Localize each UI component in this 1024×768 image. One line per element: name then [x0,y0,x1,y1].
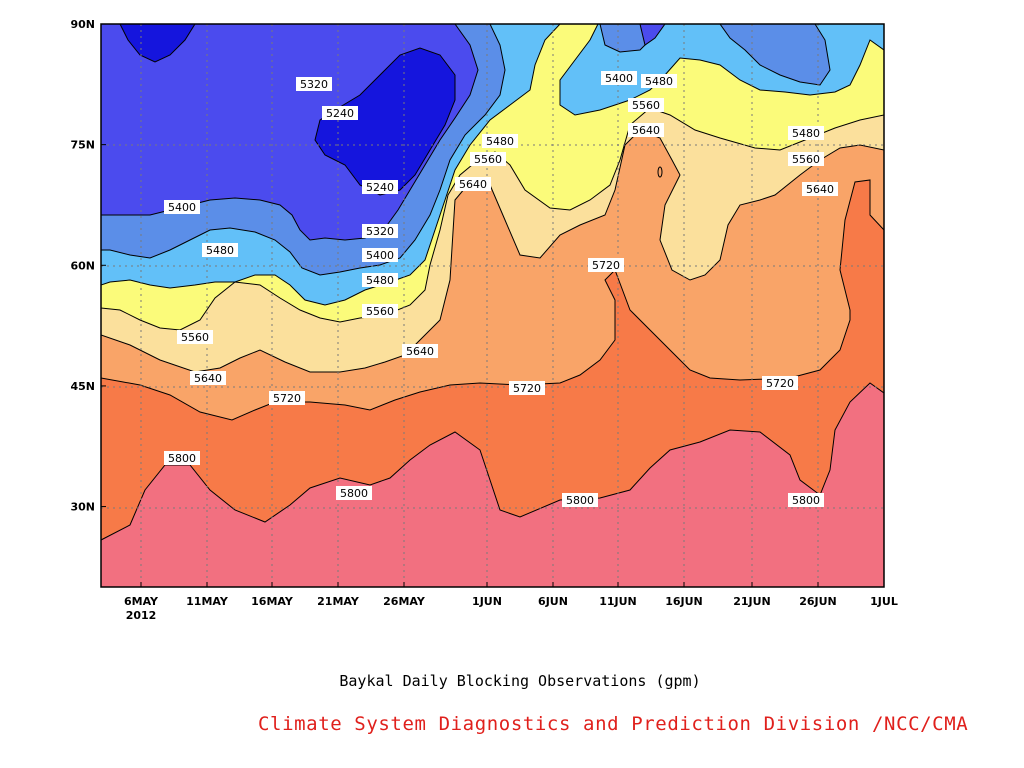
contour-label-text: 5640 [806,183,834,196]
contour-label: 5480 [788,126,824,140]
y-tick-label: 30N [70,501,95,514]
contour-label-text: 5400 [168,201,196,214]
contour-label-text: 5560 [632,99,660,112]
x-tick-label: 21JUN [733,595,771,608]
credit-line: Climate System Diagnostics and Predictio… [258,713,969,735]
y-tick-label: 45N [70,380,95,393]
contour-label: 5240 [362,180,398,194]
contour-label: 5560 [362,304,398,318]
contour-label-text: 5640 [194,372,222,385]
contour-label-text: 5400 [366,249,394,262]
contour-label: 5400 [164,200,200,214]
contour-label: 5480 [202,243,238,257]
contour-label-text: 5640 [632,124,660,137]
x-tick-label: 11MAY [186,595,229,608]
contour-label: 5640 [455,177,491,191]
contour-label: 5640 [628,123,664,137]
contour-label-text: 5400 [605,72,633,85]
contour-label: 5400 [601,71,637,85]
contour-label-text: 5800 [340,487,368,500]
contour-label: 5320 [362,224,398,238]
y-tick-label: 90N [70,18,95,31]
contour-label: 5400 [362,248,398,262]
contour-label: 5240 [322,106,358,120]
contour-label-text: 5560 [792,153,820,166]
x-axis-labels: 6MAY 11MAY 16MAY 21MAY 26MAY 1JUN 6JUN 11JUN 16J… [124,595,898,608]
x-tick-label: 16MAY [251,595,294,608]
y-tick-label: 75N [70,139,95,152]
contour-label-text: 5480 [486,135,514,148]
contour-label-text: 5480 [645,75,673,88]
contour-label: 5720 [762,376,798,390]
contour-label-text: 5640 [459,178,487,191]
x-tick-label: 11JUN [599,595,637,608]
contour-label: 5560 [177,330,213,344]
x-tick-label: 26JUN [799,595,837,608]
contour-label: 5720 [509,381,545,395]
x-tick-label: 26MAY [383,595,426,608]
contour-label-text: 5800 [168,452,196,465]
contour-label-text: 5240 [366,181,394,194]
x-tick-label: 1JUN [472,595,502,608]
contour-label-text: 5480 [792,127,820,140]
contour-label-text: 5480 [366,274,394,287]
y-tick-label: 60N [70,259,95,272]
contour-label: 5560 [788,152,824,166]
contour-label: 5560 [470,152,506,166]
plot-frame [100,23,885,588]
contour-label-text: 5480 [206,244,234,257]
contour-label: 5480 [482,134,518,148]
contour-label-text: 5640 [406,345,434,358]
contour-label: 5800 [562,493,598,507]
year-label: 2012 [126,609,157,622]
contour-label: 5320 [296,77,332,91]
contour-label-text: 5560 [181,331,209,344]
contour-label-text: 5800 [792,494,820,507]
contour-label-text: 5320 [300,78,328,91]
x-tick-label: 16JUN [665,595,703,608]
contour-label-text: 5720 [513,382,541,395]
contour-labels: 5320 5240 5240 5320 5400 5480 5560 5640 5400 5480… [164,71,838,507]
contour-label: 5640 [802,182,838,196]
axis-ticks [101,23,885,587]
contour-label-text: 5320 [366,225,394,238]
contour-label-text: 5560 [474,153,502,166]
chart-caption: Baykal Daily Blocking Observations (gpm) [339,672,701,690]
x-tick-label: 6MAY [124,595,159,608]
contour-label: 5480 [362,273,398,287]
contour-label: 5480 [641,74,677,88]
contour-label-text: 5560 [366,305,394,318]
contour-label: 5560 [628,98,664,112]
contour-label: 5800 [164,451,200,465]
contour-label: 5800 [788,493,824,507]
x-tick-label: 1JUL [870,595,898,608]
contour-label: 5720 [588,258,624,272]
contour-label: 5640 [402,344,438,358]
contour-label-text: 5720 [592,259,620,272]
x-tick-label: 6JUN [538,595,568,608]
contour-label: 5640 [190,371,226,385]
contour-label: 5720 [269,391,305,405]
contour-label: 5800 [336,486,372,500]
contour-label-text: 5240 [326,107,354,120]
band-below-5240 [119,24,456,196]
contour-fill [101,24,884,587]
y-axis-labels: 90N 75N 60N 45N 30N [70,18,95,514]
contour-label-text: 5720 [766,377,794,390]
contour-label-text: 5720 [273,392,301,405]
contour-label-text: 5800 [566,494,594,507]
x-tick-label: 21MAY [317,595,360,608]
